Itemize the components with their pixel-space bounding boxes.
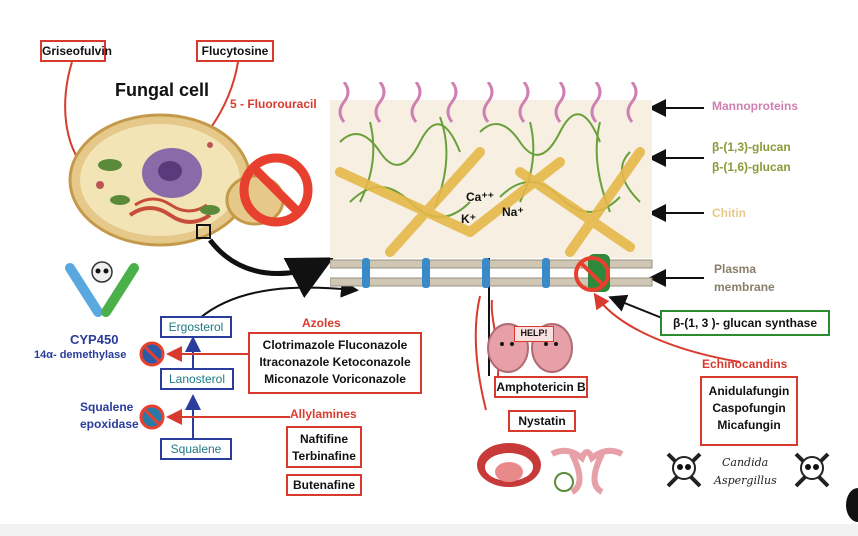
fungal-cell-illustration: [68, 113, 285, 247]
squalene-box: Squalene: [160, 438, 232, 460]
azoles-header: Azoles: [302, 316, 341, 330]
squalene-label: Squalene: [170, 442, 222, 456]
echinocandins-header: Echinocandins: [702, 357, 788, 371]
nystatin-label: Nystatin: [518, 414, 566, 428]
skull-crossbones-icon: [65, 261, 139, 317]
squalene-epoxidase-label1: Squalene: [80, 400, 134, 414]
ion-na: Na⁺: [502, 205, 524, 219]
aspergillus-label: Aspergillus: [714, 474, 777, 487]
flucytosine-label: Flucytosine: [201, 44, 269, 58]
glucan16-label: β-(1,6)-glucan: [712, 160, 791, 174]
butenafine-box: Butenafine: [286, 474, 362, 496]
amphotericin-label: Amphotericin B: [496, 380, 586, 394]
cell-wall-illustration: [330, 82, 653, 292]
membrane-label: membrane: [714, 280, 775, 294]
echinocandins-box: Anidulafungin Caspofungin Micafungin: [700, 376, 798, 446]
uterus-icon: [550, 447, 624, 495]
azoles-line3: Miconazole Voriconazole: [264, 372, 406, 386]
glucan13-label: β-(1,3)-glucan: [712, 140, 791, 154]
terbinafine-label: Terbinafine: [292, 449, 356, 463]
ergosterol-box: Ergosterol: [160, 316, 232, 338]
griseofulvin-box: Griseofulvin: [40, 40, 112, 62]
inhibit-cyp-icon: [139, 341, 165, 367]
butenafine-label: Butenafine: [292, 478, 355, 492]
help-badge: HELP!: [514, 326, 554, 342]
micafungin-label: Micafungin: [717, 418, 781, 432]
griseofulvin-label: Griseofulvin: [42, 44, 113, 58]
cyp450-label: CYP450: [70, 332, 119, 347]
edge-circle: [846, 488, 858, 522]
ion-k: K⁺: [461, 212, 476, 226]
amphotericin-box: Amphotericin B: [494, 376, 588, 398]
naftifine-label: Naftifine: [300, 432, 348, 446]
help-label: HELP!: [520, 328, 548, 338]
flucytosine-box: Flucytosine: [196, 40, 274, 62]
allylamines-box: Naftifine Terbinafine: [286, 426, 362, 468]
demethylase-label: 14α- demethylase: [34, 349, 127, 361]
plasma-label: Plasma: [714, 262, 757, 276]
glucan-synthase-box: β-(1, 3 )- glucan synthase: [660, 310, 830, 336]
lanosterol-label: Lanosterol: [168, 372, 226, 386]
squalene-epoxidase-label2: epoxidase: [80, 417, 139, 431]
ion-ca: Ca⁺⁺: [466, 190, 495, 204]
lanosterol-box: Lanosterol: [160, 368, 234, 390]
azoles-box: Clotrimazole Fluconazole Itraconazole Ke…: [248, 332, 422, 394]
page-title: Fungal cell: [115, 80, 210, 100]
mouth-icon: [477, 443, 541, 487]
skull-left-icon: [666, 452, 702, 488]
glucan-synthase-label: β-(1, 3 )- glucan synthase: [672, 316, 818, 330]
chitin-label: Chitin: [712, 206, 746, 220]
inhibit-epoxidase-icon: [139, 404, 165, 430]
azoles-line2: Itraconazole Ketoconazole: [259, 355, 411, 369]
bottom-strip: [0, 524, 858, 536]
anidulafungin-label: Anidulafungin: [708, 384, 790, 398]
candida-label: Candida: [722, 456, 769, 469]
fluorouracil-label: 5 - Fluorouracil: [230, 97, 317, 111]
nystatin-box: Nystatin: [508, 410, 576, 432]
azoles-line1: Clotrimazole Fluconazole: [262, 338, 408, 352]
caspofungin-label: Caspofungin: [712, 401, 786, 415]
kidney-mascot-icon: [487, 323, 573, 373]
prohibition-icon: [239, 153, 313, 227]
skull-right-icon: [794, 452, 830, 488]
mannoproteins-label: Mannoproteins: [712, 99, 798, 113]
allylamines-header: Allylamines: [290, 407, 357, 421]
ergosterol-label: Ergosterol: [168, 320, 224, 334]
